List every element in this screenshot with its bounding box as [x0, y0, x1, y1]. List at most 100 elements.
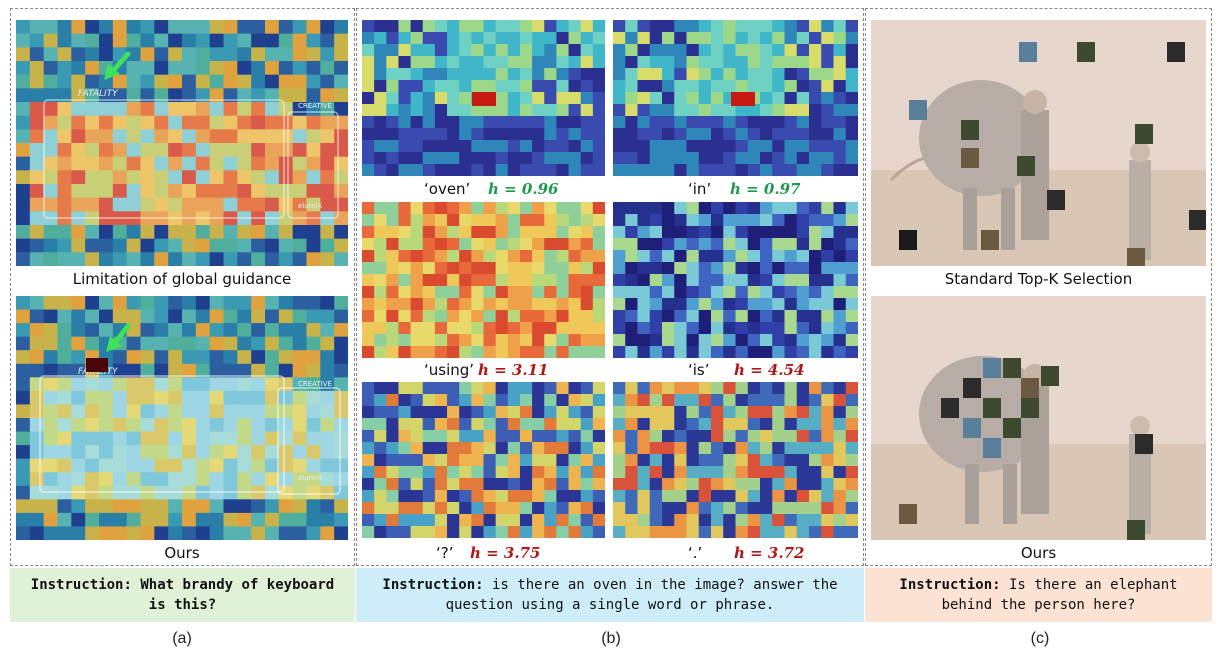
heatmap-cell — [126, 485, 142, 500]
heatmap-cell — [71, 512, 86, 528]
heatmap-cell — [99, 390, 114, 406]
heatmap-cell — [686, 310, 700, 323]
heatmap-cell — [711, 128, 724, 141]
heatmap-cell — [662, 334, 675, 347]
heatmap-cell — [320, 296, 335, 311]
heatmap-cell — [556, 128, 570, 141]
heatmap-cell — [154, 485, 169, 500]
heatmap-cell — [772, 454, 786, 467]
heatmap-cell — [821, 418, 835, 431]
heatmap-cell — [772, 466, 786, 479]
heatmap-cell — [237, 418, 252, 433]
heatmap-cell — [698, 140, 712, 153]
heatmap-cell — [29, 499, 45, 514]
heatmap-cell — [251, 458, 266, 473]
heatmap-cell — [306, 458, 321, 473]
heatmap-cell — [662, 226, 675, 239]
heatmap-cell — [182, 472, 197, 487]
heatmap-cell — [495, 298, 509, 311]
heatmap-cell — [237, 350, 252, 365]
heatmap-cell — [459, 466, 472, 479]
heatmap-cell — [519, 514, 533, 527]
heatmap-cell — [410, 298, 424, 311]
heatmap-cell — [471, 238, 485, 251]
heatmap-cell — [845, 152, 858, 165]
heatmap-cell — [784, 44, 798, 57]
heatmap-cell — [334, 418, 348, 433]
heatmap-cell — [592, 92, 605, 105]
heatmap-cell — [833, 286, 847, 299]
heatmap-cell — [568, 32, 582, 45]
heatmap-cell — [43, 184, 59, 199]
heatmap-cell — [772, 286, 786, 299]
heatmap-cell — [495, 68, 509, 81]
heatmap-cell — [649, 238, 663, 251]
heatmap-cell — [434, 68, 448, 81]
heatmap-cell — [374, 262, 387, 275]
heatmap-cell — [237, 390, 252, 406]
heatmap-cell — [251, 418, 266, 433]
heatmap-cell — [723, 322, 737, 335]
heatmap-cell — [154, 170, 169, 185]
heatmap-cell — [625, 92, 639, 105]
heatmap-cell — [99, 102, 114, 117]
heatmap-cell — [532, 202, 545, 215]
heatmap-cell — [459, 490, 472, 503]
heatmap-cell — [447, 56, 460, 69]
heatmap-cell — [845, 128, 858, 141]
heatmap-cell — [278, 20, 294, 35]
heatmap-cell — [154, 336, 169, 351]
heatmap-cell — [278, 156, 294, 171]
heatmap-cell — [772, 526, 786, 538]
heatmap-cell — [483, 68, 497, 81]
heatmap-cell — [723, 526, 737, 538]
heatmap-cell — [410, 92, 424, 105]
heatmap-cell — [796, 346, 810, 358]
heatmap-cell — [57, 512, 72, 528]
heatmap-cell — [784, 32, 798, 45]
heatmap-cell — [483, 20, 497, 33]
heatmap-cell — [760, 128, 773, 141]
heatmap-cell — [784, 80, 798, 93]
heatmap-cell — [698, 382, 712, 395]
heatmap-cell — [735, 298, 749, 311]
heatmap-cell — [386, 346, 400, 358]
heatmap-cell — [698, 152, 712, 165]
heatmap-cell — [410, 152, 424, 165]
heatmap-cell — [386, 442, 400, 455]
heatmap-cell — [209, 418, 225, 433]
heatmap-cell — [292, 47, 308, 62]
heatmap-cell — [434, 346, 448, 358]
heatmap-cell — [556, 298, 570, 311]
heatmap-cell — [580, 226, 594, 239]
heatmap-cell — [532, 406, 545, 419]
heatmap-cell — [362, 466, 375, 479]
heatmap-cell — [845, 56, 858, 69]
heatmap-cell — [447, 406, 460, 419]
heatmap-cell — [320, 143, 335, 158]
heatmap-cell — [568, 466, 582, 479]
heatmap-cell — [544, 490, 557, 503]
heatmap-cell — [362, 454, 375, 467]
heatmap-cell — [209, 156, 225, 171]
heatmap-cell — [195, 61, 211, 76]
heatmap-cell — [334, 431, 348, 446]
heatmap-cell — [507, 346, 521, 358]
heatmap-cell — [568, 442, 582, 455]
heatmap-cell — [747, 56, 761, 69]
heatmap-cell — [29, 211, 45, 226]
heatmap-cell — [613, 382, 626, 395]
heatmap-cell — [209, 472, 225, 487]
selected-token-patch — [1127, 248, 1145, 266]
heatmap-cell — [140, 404, 155, 419]
heatmap-cell — [265, 61, 280, 76]
heatmap-cell — [334, 61, 348, 76]
heatmap-cell — [237, 88, 252, 103]
heatmap-cell — [760, 238, 773, 251]
heatmap-cell — [140, 238, 155, 253]
heatmap-cell — [809, 310, 822, 323]
caption-standard-topk: Standard Top-K Selection — [944, 270, 1133, 288]
heatmap-cell — [182, 458, 197, 473]
heatmap-cell — [495, 262, 509, 275]
heatmap-cell — [99, 485, 114, 500]
